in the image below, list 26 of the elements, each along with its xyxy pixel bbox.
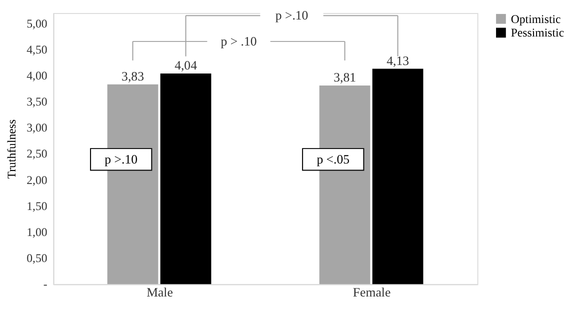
- y-tick-label: 2,50: [26, 146, 48, 161]
- y-tick-label: 4,00: [26, 68, 48, 82]
- data-label: 3,81: [334, 70, 356, 85]
- y-tick-label: -: [43, 277, 48, 292]
- y-tick-label: 2,00: [26, 172, 48, 187]
- y-tick-label: 3,50: [26, 94, 48, 109]
- annotation: p > .10: [220, 34, 257, 48]
- y-tick-label: 4,50: [26, 42, 48, 56]
- y-tick-label: 5,00: [26, 16, 48, 30]
- y-tick-label: 0,50: [26, 251, 48, 266]
- y-tick-label: 3,00: [26, 120, 48, 135]
- annotation: p >.10: [275, 8, 308, 23]
- data-label: 4,04: [174, 58, 198, 73]
- legend-label: Pessimistic: [510, 26, 564, 40]
- x-tick-label: Female: [352, 285, 391, 300]
- bar: [372, 68, 424, 284]
- annotation: p >.10: [104, 152, 138, 166]
- y-tick-label: 1,00: [26, 224, 48, 239]
- data-label: 3,83: [122, 69, 144, 84]
- annotation: p <.05: [316, 152, 350, 166]
- bar: [160, 73, 212, 284]
- y-tick-label: 1,50: [26, 198, 48, 213]
- legend-label: Optimistic: [510, 12, 561, 26]
- data-label: 4,13: [386, 54, 410, 68]
- y-axis-title: Truthfulness: [4, 118, 18, 179]
- x-tick-label: Male: [146, 285, 174, 300]
